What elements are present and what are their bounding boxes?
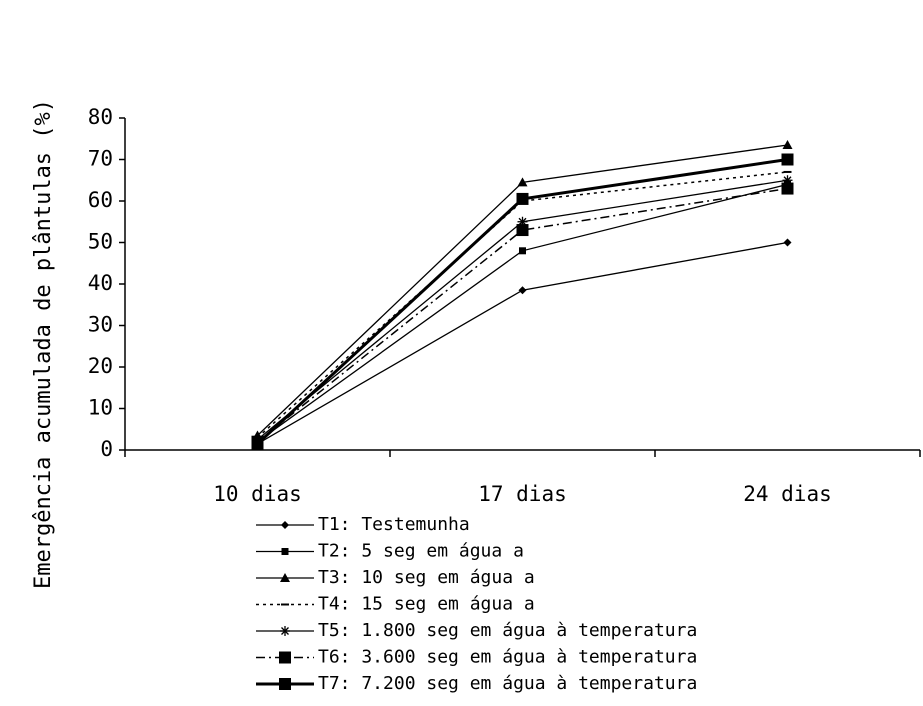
series-5 <box>252 175 793 445</box>
data-point <box>517 177 528 187</box>
x-tick-label: 10 dias <box>213 482 302 506</box>
legend-label: T6: 3.600 seg em água à temperatura <box>318 647 697 668</box>
x-ticks: 10 dias 17 dias 24 dias <box>124 450 921 506</box>
legend-swatch-marker <box>279 651 291 664</box>
y-tick-label: 10 <box>88 396 113 420</box>
y-tick-label: 50 <box>88 230 113 254</box>
series-line <box>257 241 788 445</box>
legend-swatch-marker <box>281 548 289 555</box>
legend-item: T3: 10 seg em água a <box>256 567 535 588</box>
legend-item: T5: 1.800 seg em água à temperatura <box>256 620 697 641</box>
axes <box>124 118 920 451</box>
y-tick-label: 40 <box>88 271 113 295</box>
legend-item: T6: 3.600 seg em água à temperatura <box>256 647 697 668</box>
y-axis-label: Emergência acumulada de plântulas (%) <box>31 99 56 589</box>
data-point <box>782 139 793 149</box>
data-point <box>516 192 529 205</box>
series-group <box>251 139 794 450</box>
legend-swatch-marker <box>279 678 291 690</box>
legend-item: T1: Testemunha <box>256 514 470 535</box>
series-1 <box>253 238 792 448</box>
legend-swatch-marker <box>280 626 290 636</box>
data-point <box>516 224 529 237</box>
data-point <box>519 247 526 255</box>
series-7 <box>251 153 794 450</box>
x-tick-label: 24 dias <box>743 482 832 506</box>
legend-label: T7: 7.200 seg em água à temperatura <box>318 673 697 694</box>
series-line <box>257 187 788 443</box>
y-tick-label: 60 <box>88 188 113 212</box>
y-ticks: 0 10 20 30 40 50 60 70 80 <box>88 105 125 461</box>
data-point <box>783 238 792 247</box>
y-tick-label: 30 <box>88 313 113 337</box>
legend-label: T1: Testemunha <box>318 514 470 535</box>
legend-label: T2: 5 seg em água a <box>318 541 524 562</box>
legend-item: T7: 7.200 seg em água à temperatura <box>256 673 697 694</box>
legend-swatch-marker <box>280 573 290 582</box>
data-point <box>518 286 527 295</box>
legend-item: T2: 5 seg em água a <box>256 541 524 562</box>
legend-swatch-marker <box>281 521 289 529</box>
legend-label: T3: 10 seg em água a <box>318 567 535 588</box>
y-tick-label: 0 <box>100 437 113 461</box>
data-point <box>781 182 794 195</box>
legend-label: T4: 15 seg em água a <box>318 594 535 615</box>
y-axis-label-group: Emergência acumulada de plântulas (%) <box>31 99 56 589</box>
x-tick-label: 17 dias <box>478 482 567 506</box>
legend-label: T5: 1.800 seg em água à temperatura <box>318 620 697 641</box>
series-4 <box>253 170 792 439</box>
y-tick-label: 80 <box>88 105 113 129</box>
legend-item: T4: 15 seg em água a <box>256 594 535 615</box>
data-point <box>251 437 264 450</box>
series-line <box>257 171 788 439</box>
legend: T1: Testemunha T2: 5 seg em água a T3: 10 … <box>256 514 697 694</box>
data-point <box>781 153 794 166</box>
y-tick-label: 20 <box>88 354 113 378</box>
y-tick-label: 70 <box>88 147 113 171</box>
